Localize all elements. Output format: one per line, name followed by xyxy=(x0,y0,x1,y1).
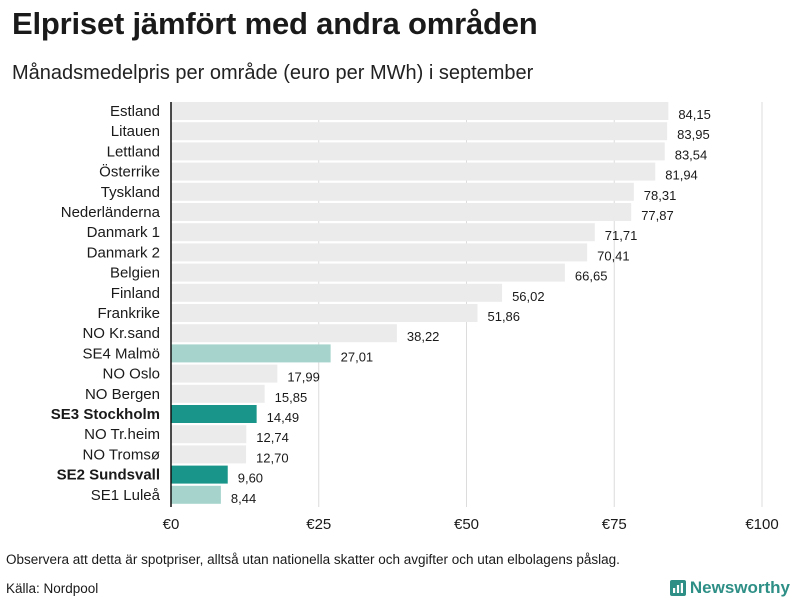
bar xyxy=(171,364,278,383)
footnote: Observera att detta är spotpriser, allts… xyxy=(6,552,620,567)
x-tick-label: €25 xyxy=(306,516,331,533)
category-label: NO Kr.sand xyxy=(82,325,160,342)
value-label: 51,86 xyxy=(487,309,520,324)
chart-title: Elpriset jämfört med andra områden xyxy=(12,6,538,41)
bar xyxy=(171,465,228,484)
x-tick-label: €50 xyxy=(454,516,479,533)
category-label: NO Tromsø xyxy=(83,446,161,463)
bar xyxy=(171,344,331,363)
bar xyxy=(171,223,595,242)
category-label: Danmark 1 xyxy=(87,224,160,241)
value-label: 14,49 xyxy=(267,410,300,425)
bar xyxy=(171,203,632,221)
category-label: NO Bergen xyxy=(85,386,160,403)
value-label: 81,94 xyxy=(665,168,698,183)
bar xyxy=(171,102,669,120)
category-label: SE3 Stockholm xyxy=(51,406,160,423)
category-label: Nederländerna xyxy=(61,204,161,221)
bar xyxy=(171,263,565,282)
x-tick-label: €100 xyxy=(745,516,778,533)
value-label: 78,31 xyxy=(644,188,677,203)
value-label: 83,54 xyxy=(675,147,708,162)
x-tick-label: €0 xyxy=(163,516,180,533)
category-label: Tyskland xyxy=(101,184,160,201)
bar xyxy=(171,122,668,141)
bar xyxy=(171,384,265,403)
category-label: Estland xyxy=(110,103,160,120)
value-label: 83,95 xyxy=(677,127,710,142)
category-label: SE4 Malmö xyxy=(82,345,160,362)
value-label: 66,65 xyxy=(575,269,608,284)
bar xyxy=(171,425,247,444)
category-label: Litauen xyxy=(111,123,160,140)
value-label: 71,71 xyxy=(605,228,638,243)
category-label: NO Tr.heim xyxy=(84,426,160,443)
category-label: Danmark 2 xyxy=(87,244,160,261)
bar xyxy=(171,162,656,181)
category-label: SE2 Sundsvall xyxy=(57,467,160,484)
bar xyxy=(171,405,257,423)
category-label: NO Oslo xyxy=(102,366,160,383)
category-label: Österrike xyxy=(99,163,160,181)
value-label: 27,01 xyxy=(341,349,374,364)
value-label: 84,15 xyxy=(678,107,711,122)
brand-logo: Newsworthy xyxy=(669,578,790,598)
bar xyxy=(171,324,397,343)
category-label: Lettland xyxy=(107,143,160,160)
bar xyxy=(171,142,665,161)
chart-subtitle: Månadsmedelpris per område (euro per MWh… xyxy=(12,62,534,84)
bar xyxy=(171,304,478,322)
brand-name: Newsworthy xyxy=(689,578,790,597)
category-label: SE1 Luleå xyxy=(91,487,161,504)
newsworthy-icon xyxy=(669,580,686,596)
value-label: 12,74 xyxy=(256,430,289,445)
source-note: Källa: Nordpool xyxy=(6,581,99,596)
value-label: 70,41 xyxy=(597,248,630,263)
value-label: 38,22 xyxy=(407,329,440,344)
bar xyxy=(171,485,221,504)
value-label: 17,99 xyxy=(287,370,320,385)
category-label: Belgien xyxy=(110,265,160,282)
category-label: Finland xyxy=(111,285,160,302)
value-label: 9,60 xyxy=(238,471,263,486)
value-label: 12,70 xyxy=(256,450,289,465)
value-label: 77,87 xyxy=(641,208,674,223)
x-tick-label: €75 xyxy=(602,516,627,533)
bar xyxy=(171,283,503,302)
bar xyxy=(171,243,588,262)
bar xyxy=(171,445,247,464)
value-label: 15,85 xyxy=(275,390,308,405)
bar-chart: €0 €25 €50 €75 €100 Estland 84,15 Litauen 83,95 L… xyxy=(51,102,779,533)
value-label: 8,44 xyxy=(231,491,256,506)
category-label: Frankrike xyxy=(97,305,160,322)
bar xyxy=(171,182,634,201)
value-label: 56,02 xyxy=(512,289,545,304)
